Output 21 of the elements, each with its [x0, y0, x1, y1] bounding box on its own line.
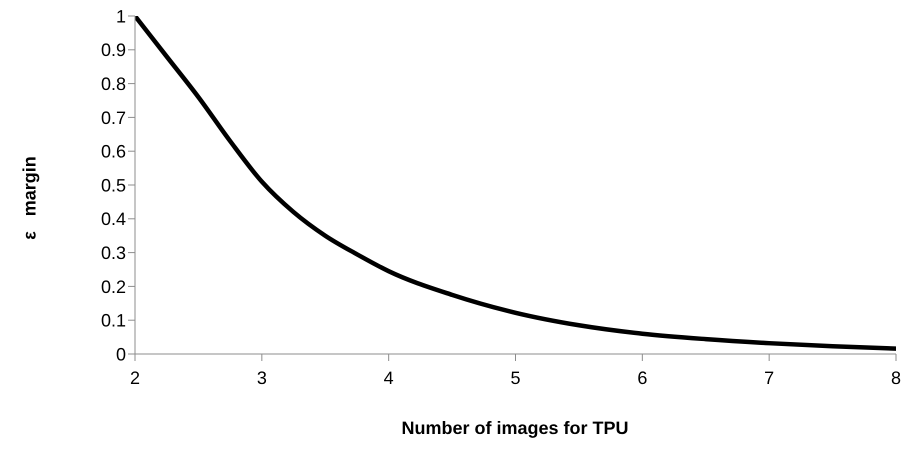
y-tick-label: 0.2	[100, 276, 126, 297]
x-tick-label: 4	[384, 368, 394, 388]
y-tick-label: 0	[116, 344, 126, 364]
x-tick-label: 8	[890, 368, 902, 388]
x-tick-label: 3	[256, 368, 267, 388]
x-tick-label: 2	[130, 368, 140, 388]
y-tick-label: 0.9	[100, 40, 126, 60]
x-axis-title: Number of images for TPU	[400, 418, 630, 439]
y-axis-title: ε margin	[20, 156, 40, 240]
y-tick-label: 0.5	[100, 175, 126, 196]
x-tick-label: 6	[637, 368, 648, 388]
y-tick-label: 0.4	[100, 209, 126, 230]
line-series	[135, 16, 896, 351]
x-tick-label: 5	[510, 368, 521, 388]
y-tick-label: 0.7	[100, 108, 126, 128]
x-tick-label: 7	[764, 368, 774, 388]
y-tick-label: 0.6	[100, 142, 126, 162]
y-tick-label: 0.3	[100, 242, 126, 263]
y-tick-label: 0.1	[100, 310, 126, 331]
y-tick-label: 1	[116, 6, 126, 26]
y-tick-label: 0.8	[100, 74, 126, 94]
